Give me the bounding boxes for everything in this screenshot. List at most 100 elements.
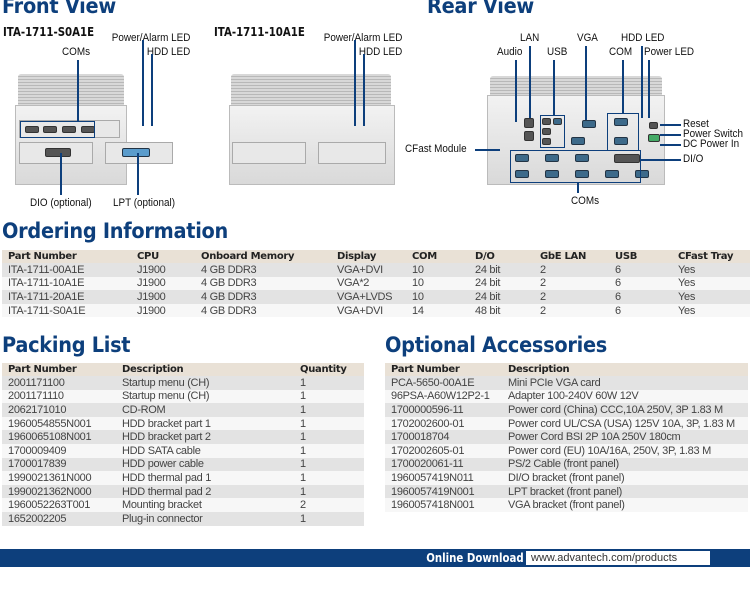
table-cell: 1700000596-11 [385,403,502,417]
table-row: PCA-5650-00A1E Mini PCIe VGA card [385,376,748,390]
table-cell: J1900 [131,276,195,291]
table-cell: LPT bracket (front panel) [502,484,748,499]
online-download-label: Online Download [426,551,524,565]
table-cell: 4 GB DDR3 [195,290,331,304]
table-cell: Mounting bracket [116,498,294,512]
ordering-title: Ordering Information [2,219,229,243]
table-cell: Yes [672,263,750,277]
table-cell: PS/2 Cable (front panel) [502,457,748,472]
table-cell: 1702002605-01 [385,443,502,458]
table-row: 2001171110 Startup menu (CH) 1 [2,389,364,404]
column-header: Part Number [2,250,131,263]
table-cell: VGA bracket (front panel) [502,498,748,512]
table-cell: 24 bit [469,276,534,291]
table-cell: Power cord (EU) 10A/16A, 250V, 3P, 1.83 … [502,443,748,458]
download-url-link[interactable]: www.advantech.com/products [526,551,710,565]
table-row: 1960057419N001 LPT bracket (front panel) [385,484,748,499]
table-cell: 1700009409 [2,443,116,458]
table-cell: 2001171100 [2,376,116,390]
table-cell: 1 [294,471,364,485]
table-cell: 10 [406,276,469,291]
table-row: 1960052263T001 Mounting bracket 2 [2,498,364,512]
table-cell: HDD SATA cable [116,443,294,458]
label-reset: Reset [683,118,709,130]
table-cell: 2 [534,290,609,304]
table-cell: Yes [672,276,750,291]
table-cell: 6 [609,290,672,304]
label-power-alarm-led-2: Power/Alarm LED [323,32,402,44]
table-cell: 1700020061-11 [385,457,502,472]
table-cell: 4 GB DDR3 [195,303,331,318]
label-hdd-led-2: HDD LED [358,46,402,58]
table-cell: 1960057419N001 [385,484,502,499]
label-vga: VGA [577,32,598,44]
label-dio-optional: DIO (optional) [30,197,92,209]
table-cell: CD-ROM [116,403,294,417]
column-header: USB [609,250,672,263]
table-cell: 4 GB DDR3 [195,263,331,277]
table-row: 2062171010 CD-ROM 1 [2,403,364,417]
table-cell: J1900 [131,290,195,304]
table-cell: 1 [294,389,364,404]
packing-table: Part Number Description Quantity 200117110… [2,363,364,526]
accessories-table: Part Number Description PCA-5650-00A1E Min… [385,363,748,512]
table-cell: 1960057419N011 [385,471,502,485]
label-com: COM [609,46,633,58]
table-row: 2001171100 Startup menu (CH) 1 [2,376,364,390]
table-cell: 1 [294,484,364,499]
table-cell: 4 GB DDR3 [195,276,331,291]
table-cell: 1702002600-01 [385,416,502,431]
front-view-title: Front View [2,0,116,18]
label-lan: LAN [520,32,540,44]
table-header-row: Part Number Description Quantity [2,363,364,376]
table-row: 96PSA-A60W12P2-1 Adapter 100-240V 60W 12V [385,389,748,404]
table-cell: ITA-1711-10A1E [2,276,131,291]
table-cell: 1700018704 [385,430,502,444]
table-cell: Yes [672,303,750,318]
table-cell: Startup menu (CH) [116,376,294,390]
column-header: Description [116,363,294,376]
table-cell: 1960054855N001 [2,416,116,431]
label-hdd-led-rear: HDD LED [621,32,665,44]
table-row: 1960057419N011 DI/O bracket (front panel) [385,471,748,485]
table-cell: 6 [609,276,672,291]
table-cell: 2062171010 [2,403,116,417]
table-row: 1700018704 Power Cord BSI 2P 10A 250V 180… [385,430,748,444]
table-cell: 96PSA-A60W12P2-1 [385,389,502,404]
table-cell: HDD thermal pad 2 [116,484,294,499]
table-cell: HDD bracket part 2 [116,430,294,444]
table-cell: HDD bracket part 1 [116,416,294,431]
ordering-table: Part Number CPU Onboard Memory Display COM D/… [2,250,750,318]
label-dc-power-in: DC Power In [683,138,740,150]
table-cell: Startup menu (CH) [116,389,294,404]
table-cell: 1960065108N001 [2,430,116,444]
label-power-led: Power LED [644,46,695,58]
table-cell: Power cord (China) CCC,10A 250V, 3P 1.83… [502,403,748,417]
packing-title: Packing List [2,333,131,357]
table-cell: 1990021362N000 [2,484,116,499]
table-cell: J1900 [131,263,195,277]
table-cell: 48 bit [469,303,534,318]
table-cell: 1 [294,416,364,431]
label-cfast-module: CFast Module [405,143,467,155]
column-header: CFast Tray [672,250,750,263]
table-cell: Adapter 100-240V 60W 12V [502,389,748,404]
label-power-switch: Power Switch [683,128,743,140]
table-cell: 1 [294,403,364,417]
table-row: 1652002205 Plug-in connector 1 [2,511,364,526]
column-header: Part Number [2,363,116,376]
column-header: Quantity [294,363,364,376]
table-row: ITA-1711-S0A1E J1900 4 GB DDR3 VGA+DVI 14 48 … [2,303,750,318]
table-row: ITA-1711-10A1E J1900 4 GB DDR3 VGA*2 10 24 bi… [2,276,750,291]
column-header: Onboard Memory [195,250,331,263]
label-audio: Audio [497,46,523,58]
table-cell: 2 [534,276,609,291]
table-header-row: Part Number Description [385,363,748,376]
table-cell: 1652002205 [2,511,116,526]
column-header: GbE LAN [534,250,609,263]
table-row: ITA-1711-00A1E J1900 4 GB DDR3 VGA+DVI 10 24 … [2,263,750,277]
label-coms-front: COMs [62,46,91,58]
